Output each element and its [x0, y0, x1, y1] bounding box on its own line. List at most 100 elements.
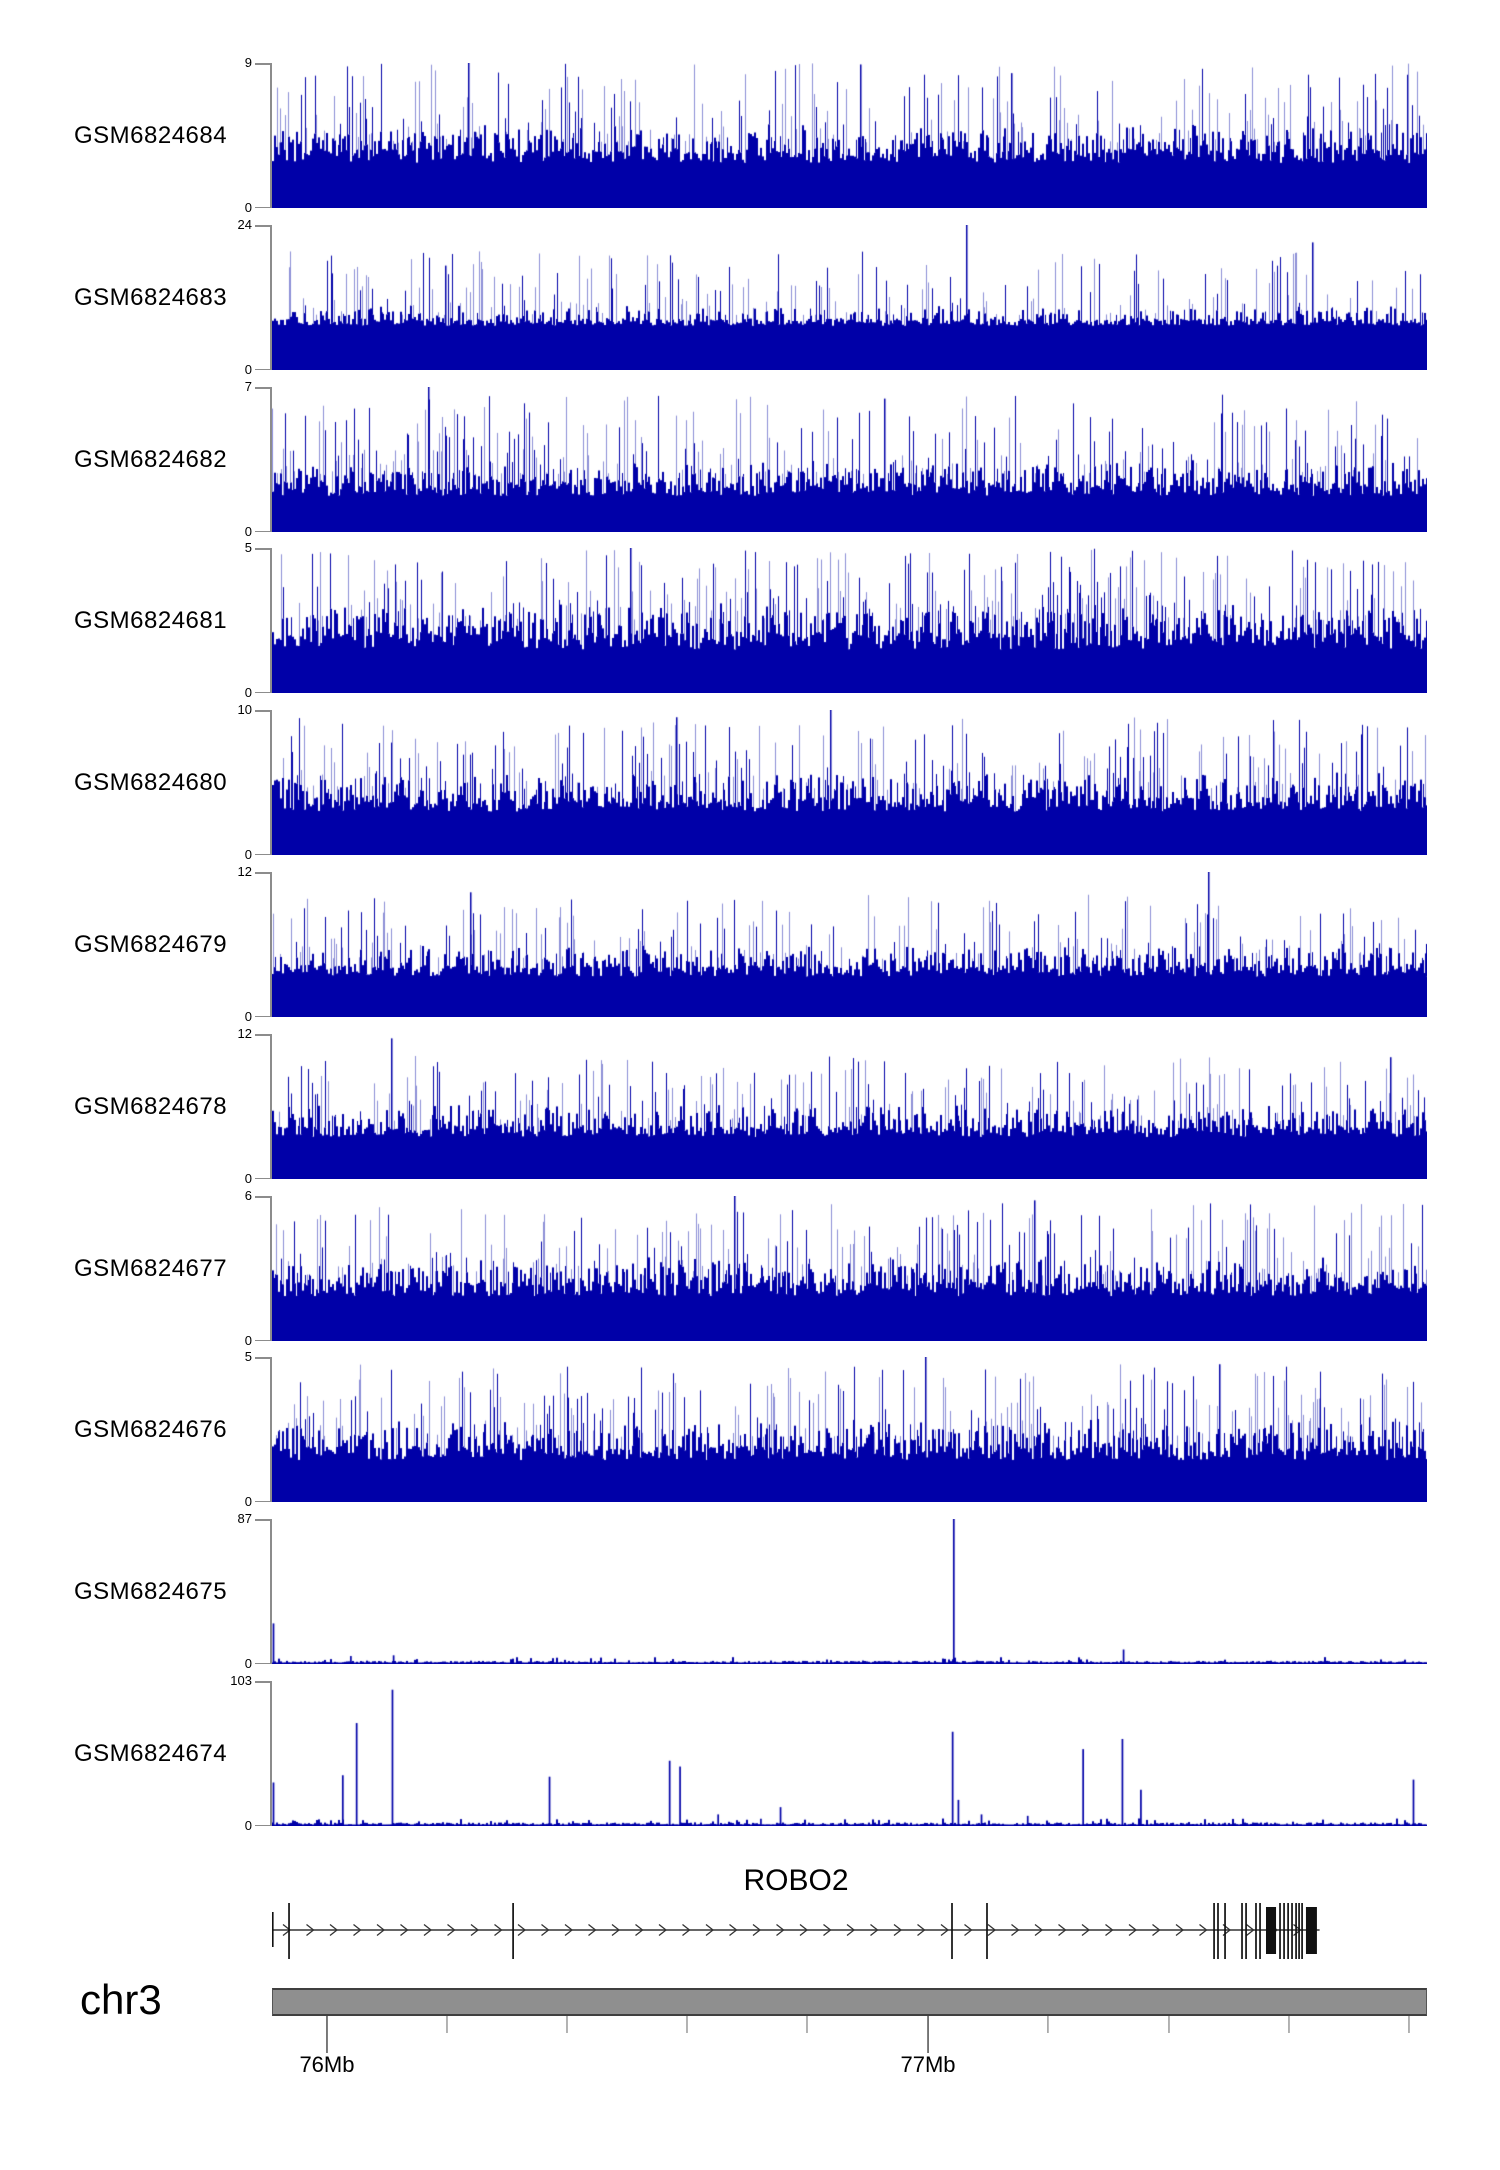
strand-direction-arrow-icon	[635, 1923, 644, 1937]
coverage-track-row: GSM6824678 12 0	[0, 1027, 1500, 1186]
strand-direction-arrow-icon	[776, 1923, 785, 1937]
y-axis-bottom-tick	[255, 853, 271, 856]
y-axis-top-tick	[255, 872, 271, 874]
y-axis-top-tick	[255, 1519, 271, 1521]
exon-line	[288, 1903, 290, 1959]
strand-direction-arrow-icon	[752, 1923, 762, 1937]
coverage-track-row: GSM6824680 10 0	[0, 703, 1500, 862]
y-axis-top-tick	[255, 225, 271, 227]
exon-block	[1265, 1907, 1277, 1954]
exon-block	[1305, 1907, 1317, 1954]
exon-line	[1224, 1903, 1226, 1959]
y-axis-max-label: 24	[237, 217, 252, 232]
gene-model-diagram	[272, 1903, 1320, 1959]
strand-direction-arrow-icon	[1105, 1923, 1114, 1937]
coverage-signal	[272, 1681, 1427, 1826]
strand-direction-arrow-icon	[1128, 1923, 1138, 1937]
strand-direction-arrow-icon	[470, 1923, 480, 1937]
y-axis-line	[270, 548, 272, 693]
y-axis-bottom-tick	[255, 1824, 271, 1827]
exon-line	[1245, 1903, 1247, 1959]
coverage-signal	[272, 548, 1427, 693]
track-sample-label: GSM6824676	[74, 1415, 228, 1443]
coverage-signal	[272, 1196, 1427, 1341]
exon-line	[1301, 1903, 1303, 1959]
coverage-signal	[272, 1519, 1427, 1664]
strand-direction-arrow-icon	[447, 1923, 456, 1937]
y-axis-top-tick	[255, 548, 271, 550]
strand-direction-arrow-icon	[282, 1923, 292, 1937]
coverage-signal	[272, 710, 1427, 855]
y-axis-bottom-tick	[255, 206, 271, 209]
y-axis-line	[270, 1196, 272, 1341]
strand-direction-arrow-icon	[893, 1923, 903, 1937]
exon-line	[986, 1903, 988, 1959]
y-axis-line	[270, 387, 272, 532]
coverage-signal	[272, 225, 1427, 370]
y-axis-top-tick	[255, 710, 271, 712]
y-axis-top-tick	[255, 1357, 271, 1359]
strand-direction-arrow-icon	[987, 1923, 997, 1937]
coverage-track-row: GSM6824684 9 0	[0, 56, 1500, 215]
strand-direction-arrow-icon	[494, 1923, 503, 1937]
gene-name-label: ROBO2	[743, 1864, 849, 1897]
exon-line	[951, 1903, 953, 1959]
coverage-track-row: GSM6824676 5 0	[0, 1350, 1500, 1509]
gene-start-mark	[272, 1912, 274, 1947]
track-sample-label: GSM6824677	[74, 1254, 228, 1282]
y-axis-zero-label: 0	[244, 1009, 252, 1024]
strand-direction-arrow-icon	[1058, 1923, 1067, 1937]
y-axis-zero-label: 0	[244, 1494, 252, 1509]
y-axis-zero-label: 0	[244, 1818, 252, 1833]
coverage-track-row: GSM6824675 87 0	[0, 1512, 1500, 1671]
ruler-position-label: 77Mb	[900, 2052, 956, 2077]
y-axis-bottom-tick	[255, 1662, 271, 1665]
chromosome-label: chr3	[80, 1976, 162, 2023]
strand-direction-arrow-icon	[353, 1923, 362, 1937]
y-axis-line	[270, 710, 272, 855]
y-axis-zero-label: 0	[244, 524, 252, 539]
track-sample-label: GSM6824681	[74, 606, 228, 634]
track-sample-label: GSM6824679	[74, 930, 228, 958]
track-sample-label: GSM6824674	[74, 1739, 228, 1767]
strand-direction-arrow-icon	[729, 1923, 738, 1937]
y-axis-max-label: 103	[230, 1673, 252, 1688]
strand-direction-arrow-icon	[964, 1923, 973, 1937]
y-axis-zero-label: 0	[244, 847, 252, 862]
coverage-track-row: GSM6824677 6 0	[0, 1189, 1500, 1348]
coverage-track-row: GSM6824674 103 0	[0, 1674, 1500, 1833]
strand-direction-arrow-icon	[682, 1923, 691, 1937]
y-axis-top-tick	[255, 1196, 271, 1198]
y-axis-line	[270, 225, 272, 370]
strand-direction-arrow-icon	[1199, 1923, 1208, 1937]
coverage-signal	[272, 1034, 1427, 1179]
strand-direction-arrow-icon	[611, 1923, 621, 1937]
coverage-track-row: GSM6824681 5 0	[0, 541, 1500, 700]
y-axis-top-tick	[255, 63, 271, 65]
strand-direction-arrow-icon	[1152, 1923, 1161, 1937]
exon-line	[1283, 1903, 1285, 1959]
exon-line	[1213, 1903, 1215, 1959]
exon-line	[1255, 1903, 1257, 1959]
y-axis-max-label: 12	[237, 864, 252, 879]
y-axis-line	[270, 1357, 272, 1502]
y-axis-max-label: 5	[244, 1349, 252, 1364]
y-axis-max-label: 5	[244, 540, 252, 555]
y-axis-max-label: 7	[244, 379, 252, 394]
strand-direction-arrow-icon	[917, 1923, 926, 1937]
y-axis-max-label: 12	[237, 1026, 252, 1041]
exon-line	[1295, 1903, 1297, 1959]
y-axis-zero-label: 0	[244, 362, 252, 377]
strand-direction-arrow-icon	[423, 1923, 433, 1937]
ruler-position-label: 76Mb	[299, 2052, 355, 2077]
y-axis-top-tick	[255, 1681, 271, 1683]
y-axis-line	[270, 63, 272, 208]
strand-direction-arrow-icon	[564, 1923, 574, 1937]
y-axis-bottom-tick	[255, 1500, 271, 1503]
y-axis-bottom-tick	[255, 368, 271, 371]
strand-direction-arrow-icon	[329, 1923, 339, 1937]
track-sample-label: GSM6824682	[74, 445, 228, 473]
track-sample-label: GSM6824680	[74, 768, 228, 796]
exon-line	[1217, 1903, 1219, 1959]
